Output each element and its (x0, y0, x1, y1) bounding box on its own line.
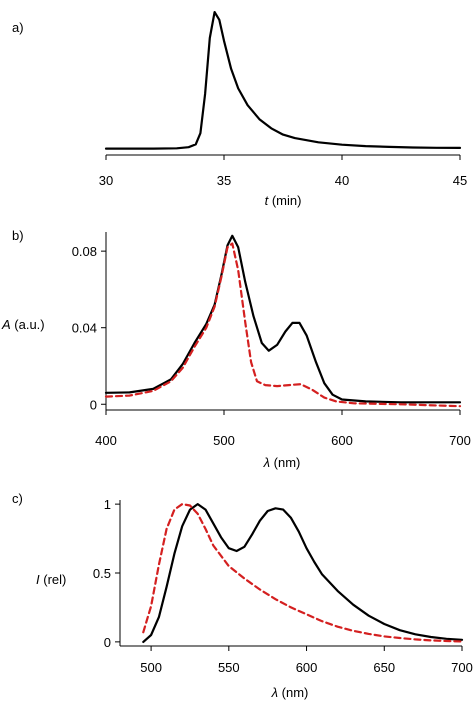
panel-c-x-axis-title: λ (nm) (271, 685, 309, 700)
panel-a-x-axis-title: t (min) (265, 193, 302, 208)
panel-a-x-tick-label: 40 (335, 173, 349, 188)
panel-a-series-group (104, 11, 462, 150)
panel-b-letter: b) (12, 228, 24, 243)
panel-b-y-tick-label: 0.04 (72, 321, 97, 336)
panel-c-x-var: λ (271, 685, 278, 700)
panel-a-x-ticks: 30 35 40 45 (99, 155, 467, 188)
panel-c-y-var: I (36, 572, 40, 587)
panel-b: b) 400 500 600 700 0 0.04 0.08 A (a.u.) λ (nm) (1, 228, 471, 470)
panel-c-y-unit: (rel) (40, 572, 67, 587)
panel-b-x-tick-label: 500 (213, 433, 235, 448)
panel-b-series-2-line (104, 242, 462, 408)
panel-c-y-tick-label: 0 (104, 635, 111, 650)
panel-a-x-var: t (265, 193, 270, 208)
panel-b-y-tick-label: 0 (90, 397, 97, 412)
panel-a-x-unit: (min) (268, 193, 301, 208)
panel-c-series-1-line (142, 503, 464, 643)
panel-b-series-1-line (104, 234, 462, 404)
panel-c-y-tick-label: 1 (104, 497, 111, 512)
panel-c-series-group (142, 503, 464, 643)
panel-c-y-tick-label: 0.5 (93, 566, 111, 581)
panel-b-y-axis-title: A (a.u.) (1, 317, 45, 332)
panel-c-y-axis-title: I (rel) (36, 572, 66, 587)
panel-a-series-1-line (104, 11, 462, 150)
panel-b-y-tick-label: 0.08 (72, 244, 97, 259)
panel-b-x-tick-label: 700 (449, 433, 471, 448)
panel-c-x-tick-label: 600 (296, 660, 318, 675)
panel-c-ticks: 500 550 600 650 700 0 0.5 1 (93, 497, 473, 675)
panel-a: a) 30 35 40 45 t (min) (12, 11, 467, 208)
panel-a-x-tick-label: 45 (453, 173, 467, 188)
panel-c-x-unit: (nm) (278, 685, 308, 700)
panel-a-letter: a) (12, 20, 24, 35)
panel-c-letter: c) (12, 491, 23, 506)
panel-a-x-tick-label: 35 (217, 173, 231, 188)
panel-c-series-2-line (142, 503, 464, 643)
panel-c-x-tick-label: 650 (373, 660, 395, 675)
panel-c-x-tick-label: 700 (451, 660, 473, 675)
panel-b-x-tick-label: 400 (95, 433, 117, 448)
panel-b-series-group (104, 234, 462, 408)
panel-c-x-tick-label: 500 (140, 660, 162, 675)
panel-b-ticks: 400 500 600 700 0 0.04 0.08 (72, 244, 471, 448)
panel-a-x-tick-label: 30 (99, 173, 113, 188)
panel-b-y-var: A (1, 317, 11, 332)
panel-b-x-axis-title: λ (nm) (263, 455, 301, 470)
panel-c: c) 500 550 600 650 700 0 0.5 1 I (rel) λ (nm) (12, 491, 473, 700)
panel-b-x-var: λ (263, 455, 270, 470)
panel-b-x-tick-label: 600 (331, 433, 353, 448)
panel-c-x-tick-label: 550 (218, 660, 240, 675)
panel-b-y-unit: (a.u.) (11, 317, 45, 332)
panel-b-x-unit: (nm) (270, 455, 300, 470)
